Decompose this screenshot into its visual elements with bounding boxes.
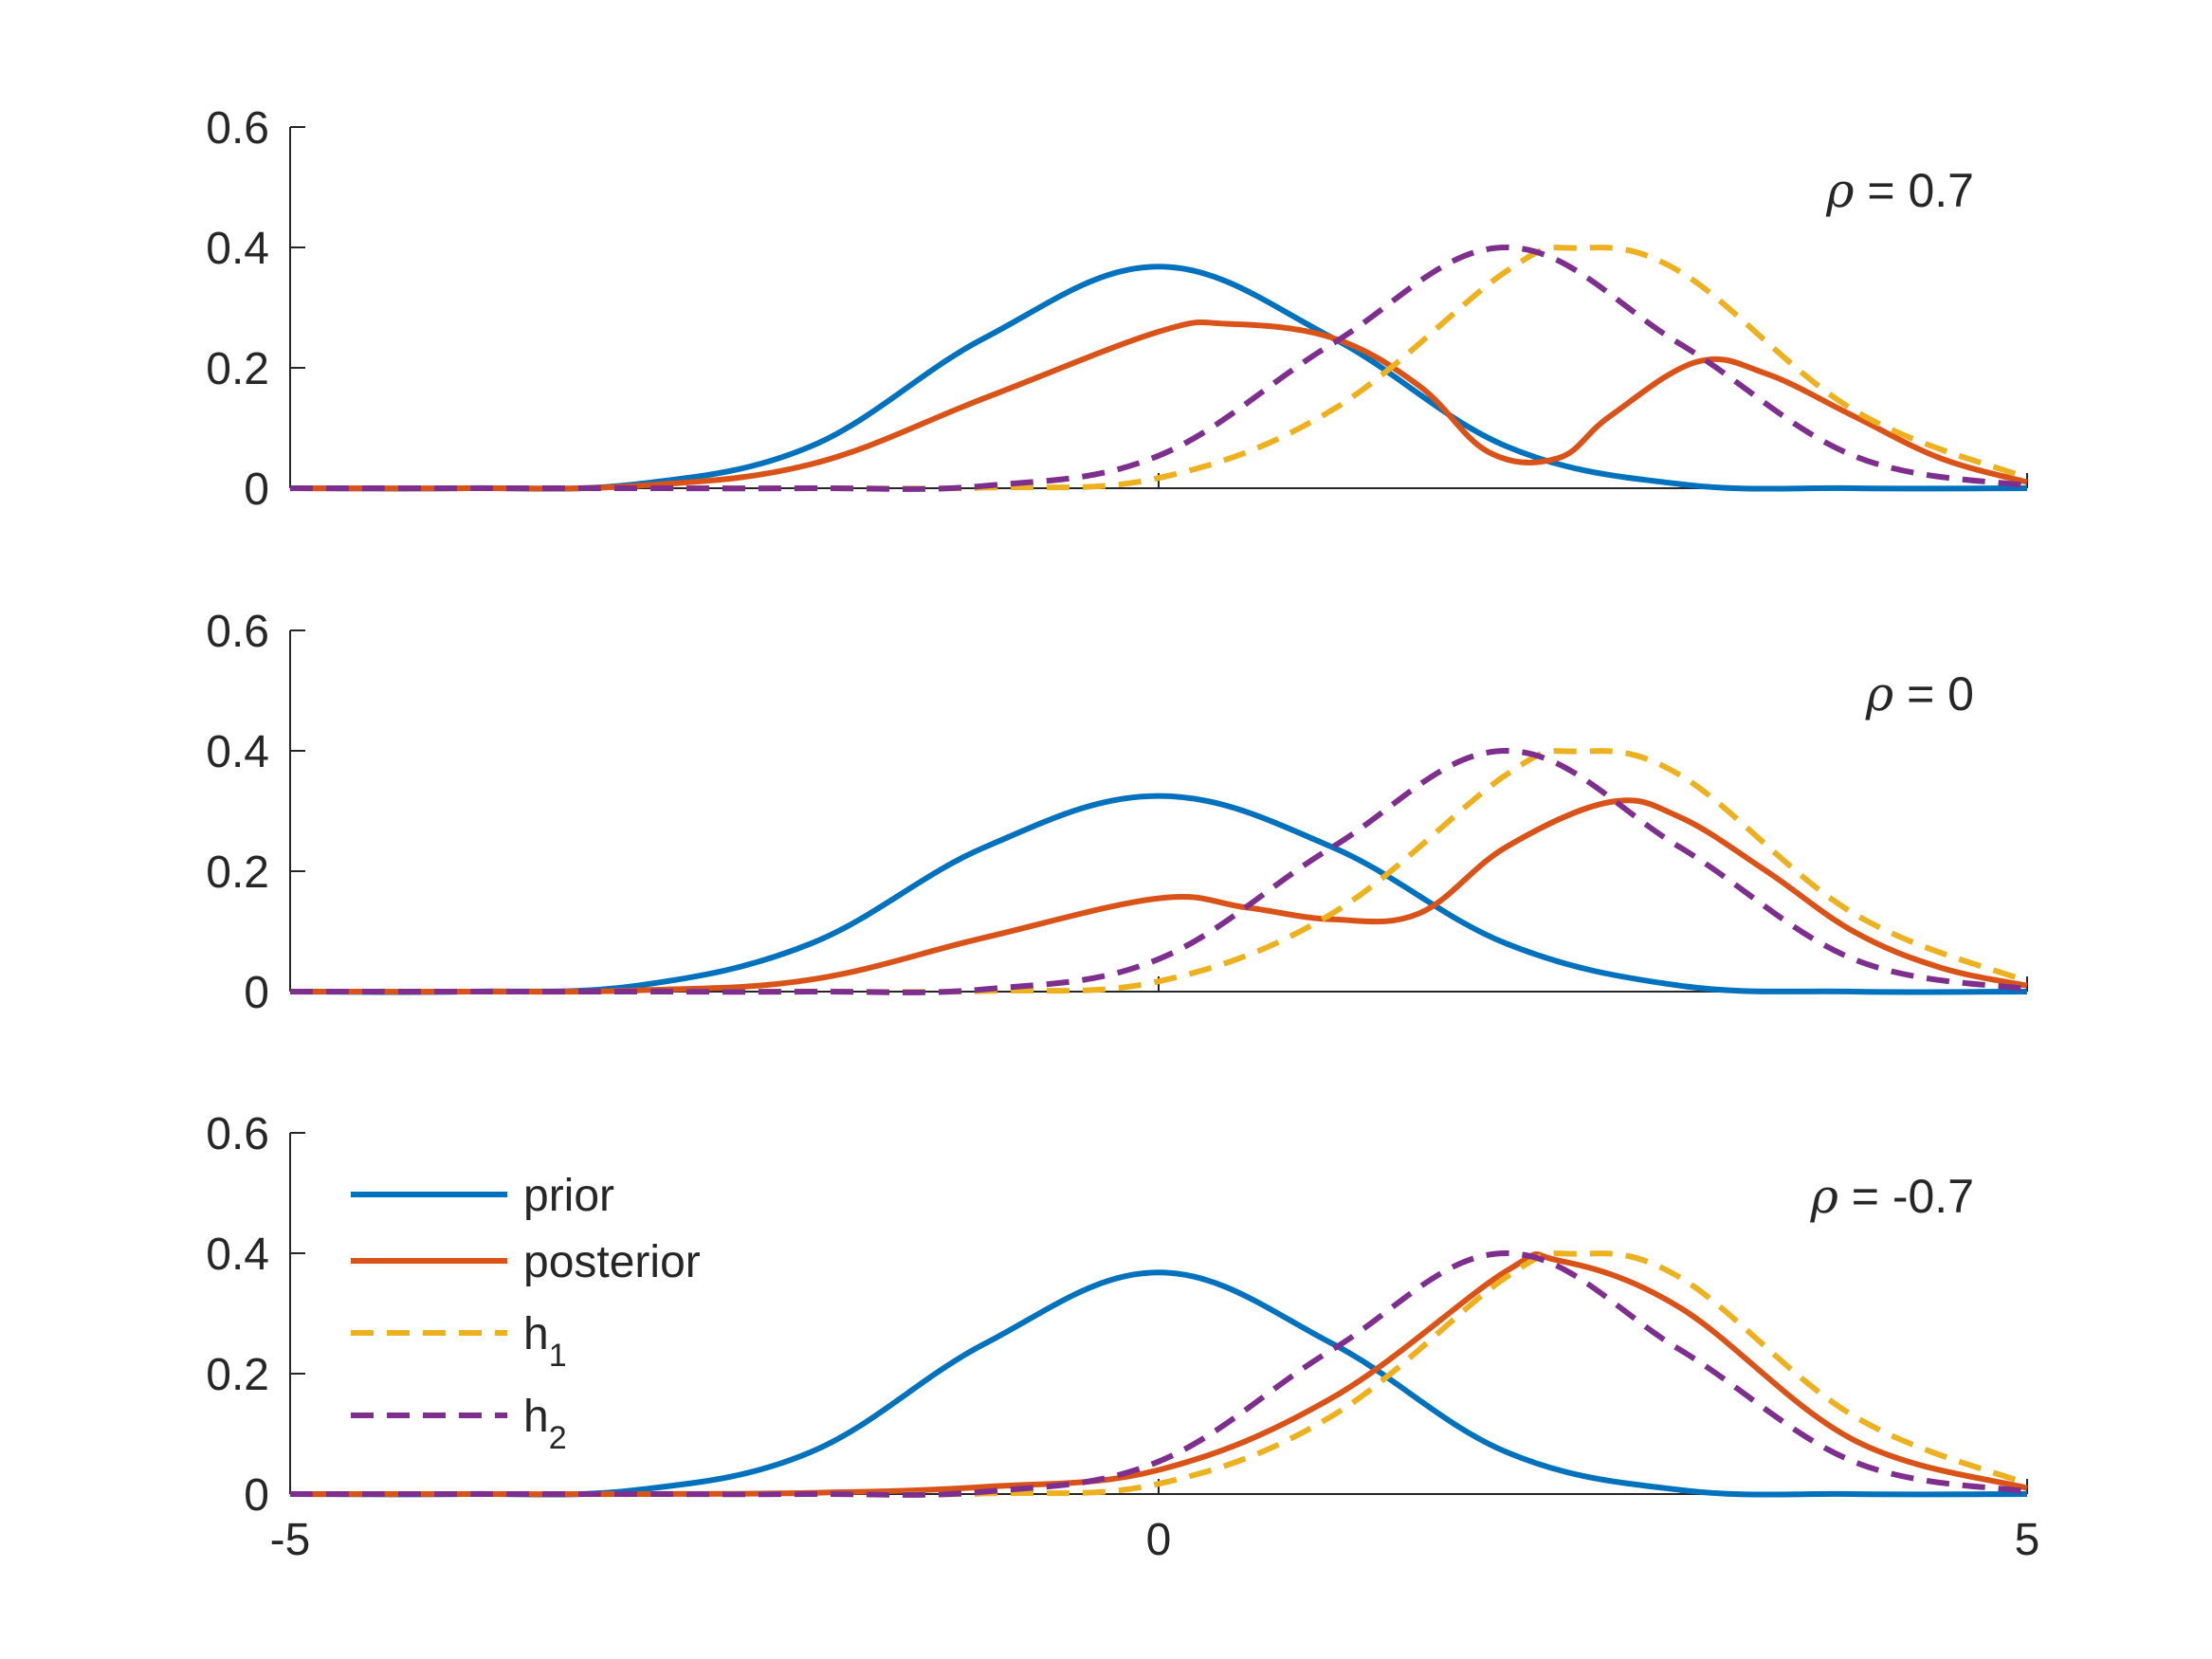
x-tick-label: 5 (2015, 1515, 2040, 1565)
y-tick-label: 0.4 (206, 224, 269, 274)
series-prior-line (289, 793, 2028, 995)
legend-label-text: h (523, 1309, 549, 1359)
rho-symbol: ρ (1825, 163, 1855, 218)
y-tick-label: 0 (244, 968, 269, 1018)
legend-h1-label: h1 (523, 1309, 567, 1374)
rho-annotation: ρ = -0.7 (1809, 1169, 1974, 1224)
y-tick-label: 0.4 (206, 727, 269, 777)
series-h2-line (290, 1250, 2028, 1498)
x-tick-label: -5 (270, 1515, 311, 1565)
legend-label-subscript: 2 (549, 1420, 567, 1456)
y-tick-label: 0 (244, 465, 269, 515)
rho-value: = 0 (1893, 667, 1974, 720)
series-posterior-line (289, 797, 2028, 995)
legend-label-subscript: 1 (549, 1338, 567, 1374)
panel-1: 0 0.2 0.4 0.6 ρ = 0.7 (206, 103, 2029, 515)
panel-2: 0 0.2 0.4 0.6 ρ = 0 (206, 607, 2029, 1018)
rho-annotation: ρ = 0 (1865, 666, 1974, 721)
panel-3: 00.20.40.6-5 0 5ρ = -0.7 (206, 1109, 2039, 1565)
rho-annotation: ρ = 0.7 (1825, 163, 1974, 218)
y-tick-label: 0.6 (206, 607, 269, 657)
rho-value: = 0.7 (1855, 164, 1975, 217)
y-tick-label: 0.2 (206, 1350, 269, 1400)
series-h2-line (289, 748, 2028, 995)
legend-label-text: posterior (523, 1237, 701, 1287)
y-tick-label: 0.6 (206, 1109, 269, 1159)
y-tick-label: 0 (244, 1470, 269, 1521)
rho-symbol: ρ (1809, 1169, 1838, 1224)
y-tick-label: 0.2 (206, 344, 269, 394)
legend-h2-label: h2 (523, 1392, 567, 1456)
series-h1-line (290, 1250, 2029, 1498)
series-h1-line (289, 748, 2029, 995)
legend-prior-label: prior (523, 1171, 614, 1221)
legend-label-text: prior (523, 1171, 614, 1221)
rho-value: = -0.7 (1838, 1170, 1974, 1223)
series-h2-line (290, 245, 2028, 492)
rho-symbol: ρ (1865, 666, 1894, 721)
x-tick-label: 0 (1146, 1515, 1172, 1565)
y-tick-label: 0.4 (206, 1230, 269, 1280)
series-posterior-line (290, 1250, 2028, 1498)
y-tick-label: 0.2 (206, 848, 269, 898)
legend-posterior-label: posterior (523, 1237, 701, 1287)
series-h1-line (290, 245, 2029, 492)
y-tick-label: 0.6 (206, 103, 269, 154)
legend-label-text: h (523, 1392, 549, 1442)
